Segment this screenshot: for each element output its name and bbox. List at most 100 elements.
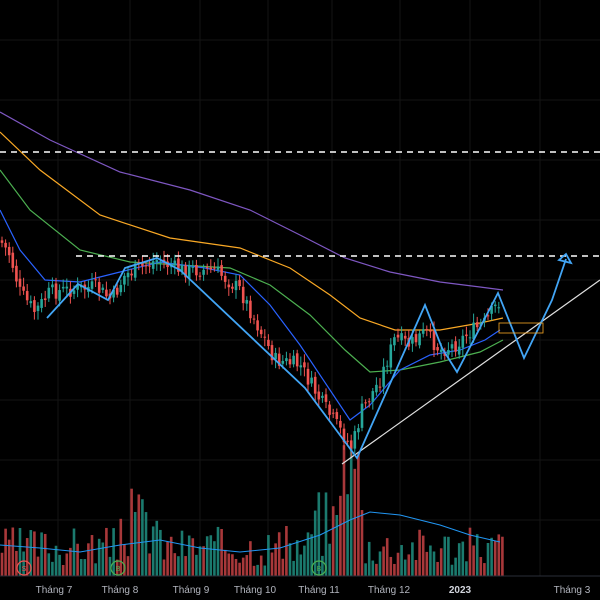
volume-bar [306,532,310,576]
signal-marker-circle[interactable] [311,560,327,576]
volume-bar [133,511,137,576]
candle-body [148,265,151,267]
volume-bar [461,541,465,576]
volume-bar [475,534,479,576]
volume-bar [238,562,241,576]
candle-body [317,391,321,400]
candle-body [414,334,418,343]
volume-bar [169,536,173,576]
candle-body [144,265,148,267]
candle-body [447,349,450,355]
zigzag-pattern-line[interactable] [46,257,567,460]
candle-body [15,265,18,282]
candle-body [7,246,11,256]
projection-arrowhead [557,252,573,265]
volume-bar [249,541,252,576]
volume-bar [501,536,504,576]
volume-bar [94,563,97,576]
volume-bar [58,554,61,576]
candle-body [389,344,393,368]
volume-bar [263,565,267,576]
volume-bar [256,564,259,576]
candle-body [155,260,159,263]
candle-body [61,286,65,289]
rising-trendline[interactable] [341,279,600,465]
volume-bar [130,488,133,576]
candle-body [367,401,371,403]
volume-bar [54,545,58,576]
volume-bar [18,527,22,576]
candle-body [497,307,501,309]
candle-body [159,262,162,264]
volume-bar [486,542,490,576]
volume-bar [292,560,295,576]
volume-bar [90,535,94,576]
volume-bar [43,533,47,576]
volume-bar [25,538,29,576]
candle-body [25,291,29,301]
candle-body [450,344,454,349]
volume-bar [411,542,414,576]
volume-bar [198,546,202,576]
candle-body [303,362,306,368]
volume-bar [162,559,166,576]
time-axis-tick-label: 2023 [449,585,472,596]
signal-marker-circle[interactable] [110,560,126,576]
volume-bar [270,552,274,576]
volume-bar [479,556,483,576]
volume-bar [418,529,421,576]
volume-bar [335,514,339,576]
volume-bar [490,537,493,576]
candle-body [123,275,126,285]
time-axis-tick-label: Tháng 10 [234,585,277,596]
volume-bar [281,558,285,576]
candle-body [195,264,198,276]
candle-body [295,353,299,367]
candle-body [94,279,97,281]
volume-bar [40,532,43,576]
candle-body [101,287,105,291]
moving-average-purple-line [0,111,504,291]
candle-body [126,272,130,278]
candle-body [353,431,357,449]
volume-bar [151,526,155,576]
candle-body [371,391,375,402]
candle-body [342,428,346,443]
candle-body [475,322,479,328]
candle-body [205,266,209,268]
volume-bar [180,530,184,576]
volume-bar [61,565,65,576]
volume-bar [389,556,393,576]
volume-bar [385,538,389,576]
candle-body [411,337,414,344]
volume-bar [234,558,238,576]
volume-bar [105,527,108,576]
candle-body [43,298,47,301]
candle-body [223,275,227,282]
target-zone-box[interactable] [498,322,544,334]
time-axis-tick-label: Tháng 11 [298,585,340,596]
volume-bar [288,543,292,576]
signal-marker-circle[interactable] [16,560,32,576]
grid-lines [0,0,600,576]
volume-bar [11,527,15,576]
volume-bar [213,541,216,576]
candle-body [227,284,231,288]
candle-body [292,355,295,365]
candle-body [382,366,385,387]
volume-bar [72,528,76,576]
volume-bar [407,554,411,576]
volume-bar [465,561,468,576]
volume-bars [0,444,504,576]
volume-bar [285,526,288,576]
candlesticks [0,236,501,457]
volume-bar [4,528,7,576]
candle-body [184,265,187,278]
candle-body [457,346,461,355]
candle-body [400,333,403,341]
candle-body [36,305,40,312]
candle-body [72,290,76,294]
time-axis[interactable]: Tháng 7 Tháng 8 Tháng 9 Tháng 10 Tháng 11 Thá… [36,585,591,596]
